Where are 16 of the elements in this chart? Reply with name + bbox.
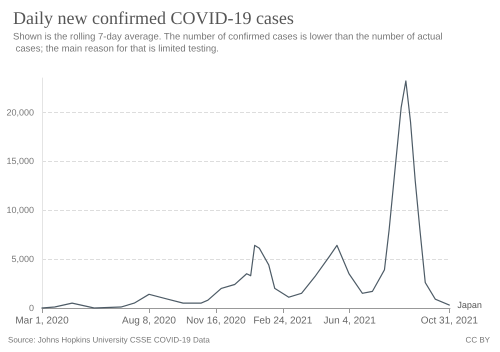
- source-note: Source: Johns Hopkins University CSSE COVID-19 Data: [8, 336, 210, 344]
- y-tick-label: 20,000: [6, 107, 34, 118]
- y-tick-label: 0: [28, 303, 34, 313]
- x-tick-label: Feb 24, 2021: [253, 316, 313, 326]
- text: CC BY: [466, 336, 491, 344]
- x-tick-label: Aug 8, 2020: [122, 316, 176, 326]
- x-tick-label: Jun 4, 2021: [324, 316, 376, 326]
- y-tick-label: 10,000: [6, 205, 34, 216]
- chart-title: Daily new confirmed COVID-19 cases: [13, 8, 294, 28]
- y-tick-label: 5,000: [11, 254, 34, 264]
- chart-subtitle: Shown is the rolling 7-day average. The number of confirmed cases is lower than the number of actual cases; the main reason for that is limited testing.: [13, 32, 443, 54]
- x-tick-label: Mar 1, 2020: [15, 316, 70, 326]
- x-tick-label: Oct 31, 2021: [420, 316, 478, 326]
- series-label: Japan: [457, 300, 482, 310]
- y-tick-label: 15,000: [6, 156, 34, 166]
- x-tick-label: Nov 16, 2020: [186, 316, 246, 326]
